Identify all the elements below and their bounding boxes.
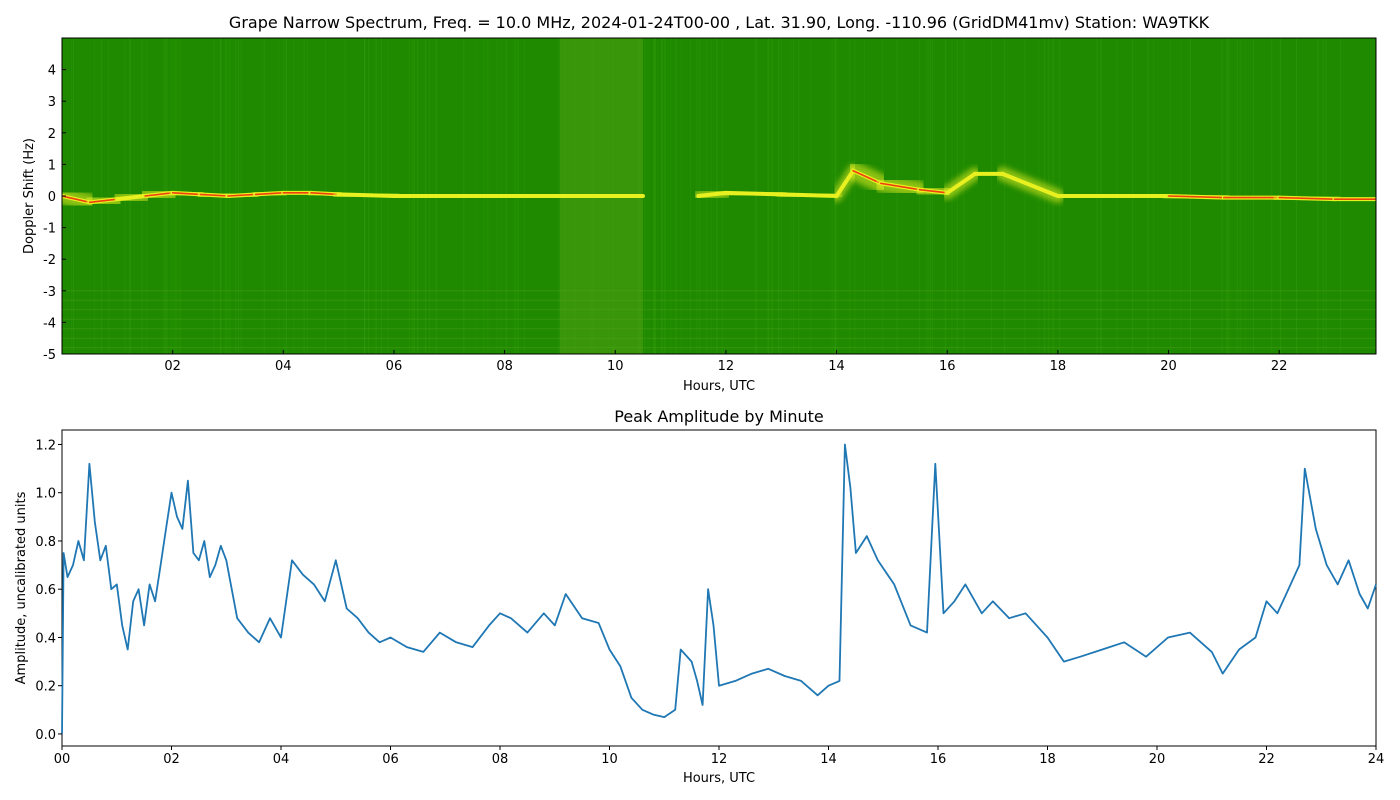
amplitude-x-axis-label: Hours, UTC: [683, 771, 755, 786]
noise-streak: [956, 38, 958, 354]
amplitude-y-ticks: 0.0 0.2 0.4 0.6 0.8 1.0 1.2: [35, 438, 62, 743]
noise-streak: [653, 38, 655, 354]
x-tick-label: 22: [1258, 752, 1275, 767]
y-tick-label: 2: [48, 127, 56, 142]
amplitude-x-ticks: 00 02 04 06 08 10 12 14 16 18 20 22 24: [54, 746, 1385, 767]
spectrogram-y-ticks: 4 3 2 1 0 -1 -2 -3 -4 -5: [43, 64, 66, 363]
noise-streak: [690, 38, 692, 354]
amplitude-series-line: [61, 443, 1377, 734]
x-tick-label: 00: [54, 752, 71, 767]
noise-streak: [896, 38, 898, 354]
y-tick-label: 0: [48, 190, 56, 205]
x-tick-label: 02: [163, 752, 180, 767]
x-tick-label: 12: [718, 359, 735, 374]
spectrogram-title: Grape Narrow Spectrum, Freq. = 10.0 MHz,…: [229, 13, 1210, 32]
noise-streak: [991, 38, 993, 354]
y-tick-label: -1: [43, 222, 56, 237]
x-tick-label: 10: [607, 359, 624, 374]
noise-streak: [854, 38, 856, 354]
x-tick-label: 18: [1039, 752, 1056, 767]
amplitude-plot-area: [61, 429, 1377, 747]
y-tick-label: 1.2: [35, 438, 56, 453]
noise-streak: [1038, 38, 1040, 354]
amplitude-frame: [61, 429, 1377, 747]
spectrogram-plot-area: [61, 37, 1377, 355]
amplitude-chart: Peak Amplitude by Minute 00 02 04 06 08 10 12 1…: [14, 407, 1384, 786]
x-tick-label: 20: [1160, 359, 1177, 374]
spectrogram-x-axis-label: Hours, UTC: [683, 379, 755, 394]
x-tick-label: 06: [382, 752, 399, 767]
x-tick-label: 12: [711, 752, 728, 767]
x-tick-label: 14: [828, 359, 845, 374]
y-tick-label: 1: [48, 158, 56, 173]
y-tick-label: -5: [43, 348, 56, 363]
y-tick-label: -4: [43, 316, 56, 331]
spectrogram-x-ticks: 02 04 06 08 10 12 14 16 18 20 22: [164, 350, 1287, 374]
carrier-trace: [723, 190, 784, 197]
noise-streak: [664, 38, 666, 354]
x-tick-label: 24: [1368, 752, 1385, 767]
x-tick-label: 16: [930, 752, 947, 767]
carrier-core: [1167, 195, 1225, 199]
noise-streak: [675, 38, 677, 354]
x-tick-label: 10: [601, 752, 618, 767]
carrier-trace: [1000, 171, 1060, 198]
x-tick-label: 18: [1050, 359, 1067, 374]
y-tick-label: -2: [43, 253, 56, 268]
x-tick-label: 16: [939, 359, 956, 374]
noise-streak: [863, 38, 865, 354]
y-tick-label: 0.6: [35, 583, 56, 598]
y-tick-label: -3: [43, 285, 56, 300]
noise-streak: [881, 38, 883, 354]
x-tick-label: 02: [164, 359, 181, 374]
x-tick-label: 14: [820, 752, 837, 767]
amplitude-title: Peak Amplitude by Minute: [614, 407, 824, 426]
y-tick-label: 0.4: [35, 631, 56, 646]
noise-streak: [654, 38, 656, 354]
y-tick-label: 1.0: [35, 487, 56, 502]
x-tick-label: 20: [1149, 752, 1166, 767]
x-tick-label: 22: [1271, 359, 1288, 374]
y-tick-label: 4: [48, 64, 56, 79]
noise-streak: [1004, 38, 1006, 354]
x-tick-label: 08: [492, 752, 509, 767]
carrier-trace: [336, 192, 396, 198]
x-tick-label: 04: [273, 752, 290, 767]
noise-streak: [653, 38, 655, 354]
noise-streak: [963, 38, 965, 354]
amplitude-y-axis-label: Amplitude, uncalibrated units: [14, 491, 29, 684]
y-tick-label: 3: [48, 95, 56, 110]
noise-streak: [661, 38, 663, 354]
x-tick-label: 06: [386, 359, 403, 374]
x-tick-label: 04: [275, 359, 292, 374]
spectrogram-chart: Grape Narrow Spectrum, Freq. = 10.0 MHz,…: [22, 13, 1377, 394]
noise-streak: [1024, 38, 1026, 354]
y-tick-label: 0.0: [35, 728, 56, 743]
y-tick-label: 0.2: [35, 680, 56, 695]
noise-streak: [661, 38, 663, 354]
spectrogram-y-axis-label: Doppler Shift (Hz): [22, 138, 37, 254]
noise-streak: [680, 38, 682, 354]
noise-streak: [670, 38, 671, 354]
x-tick-label: 08: [496, 359, 513, 374]
y-tick-label: 0.8: [35, 535, 56, 550]
carrier-core: [1278, 196, 1336, 200]
noise-streak: [655, 38, 657, 354]
noise-streak: [849, 38, 851, 354]
carrier-trace: [779, 192, 839, 198]
